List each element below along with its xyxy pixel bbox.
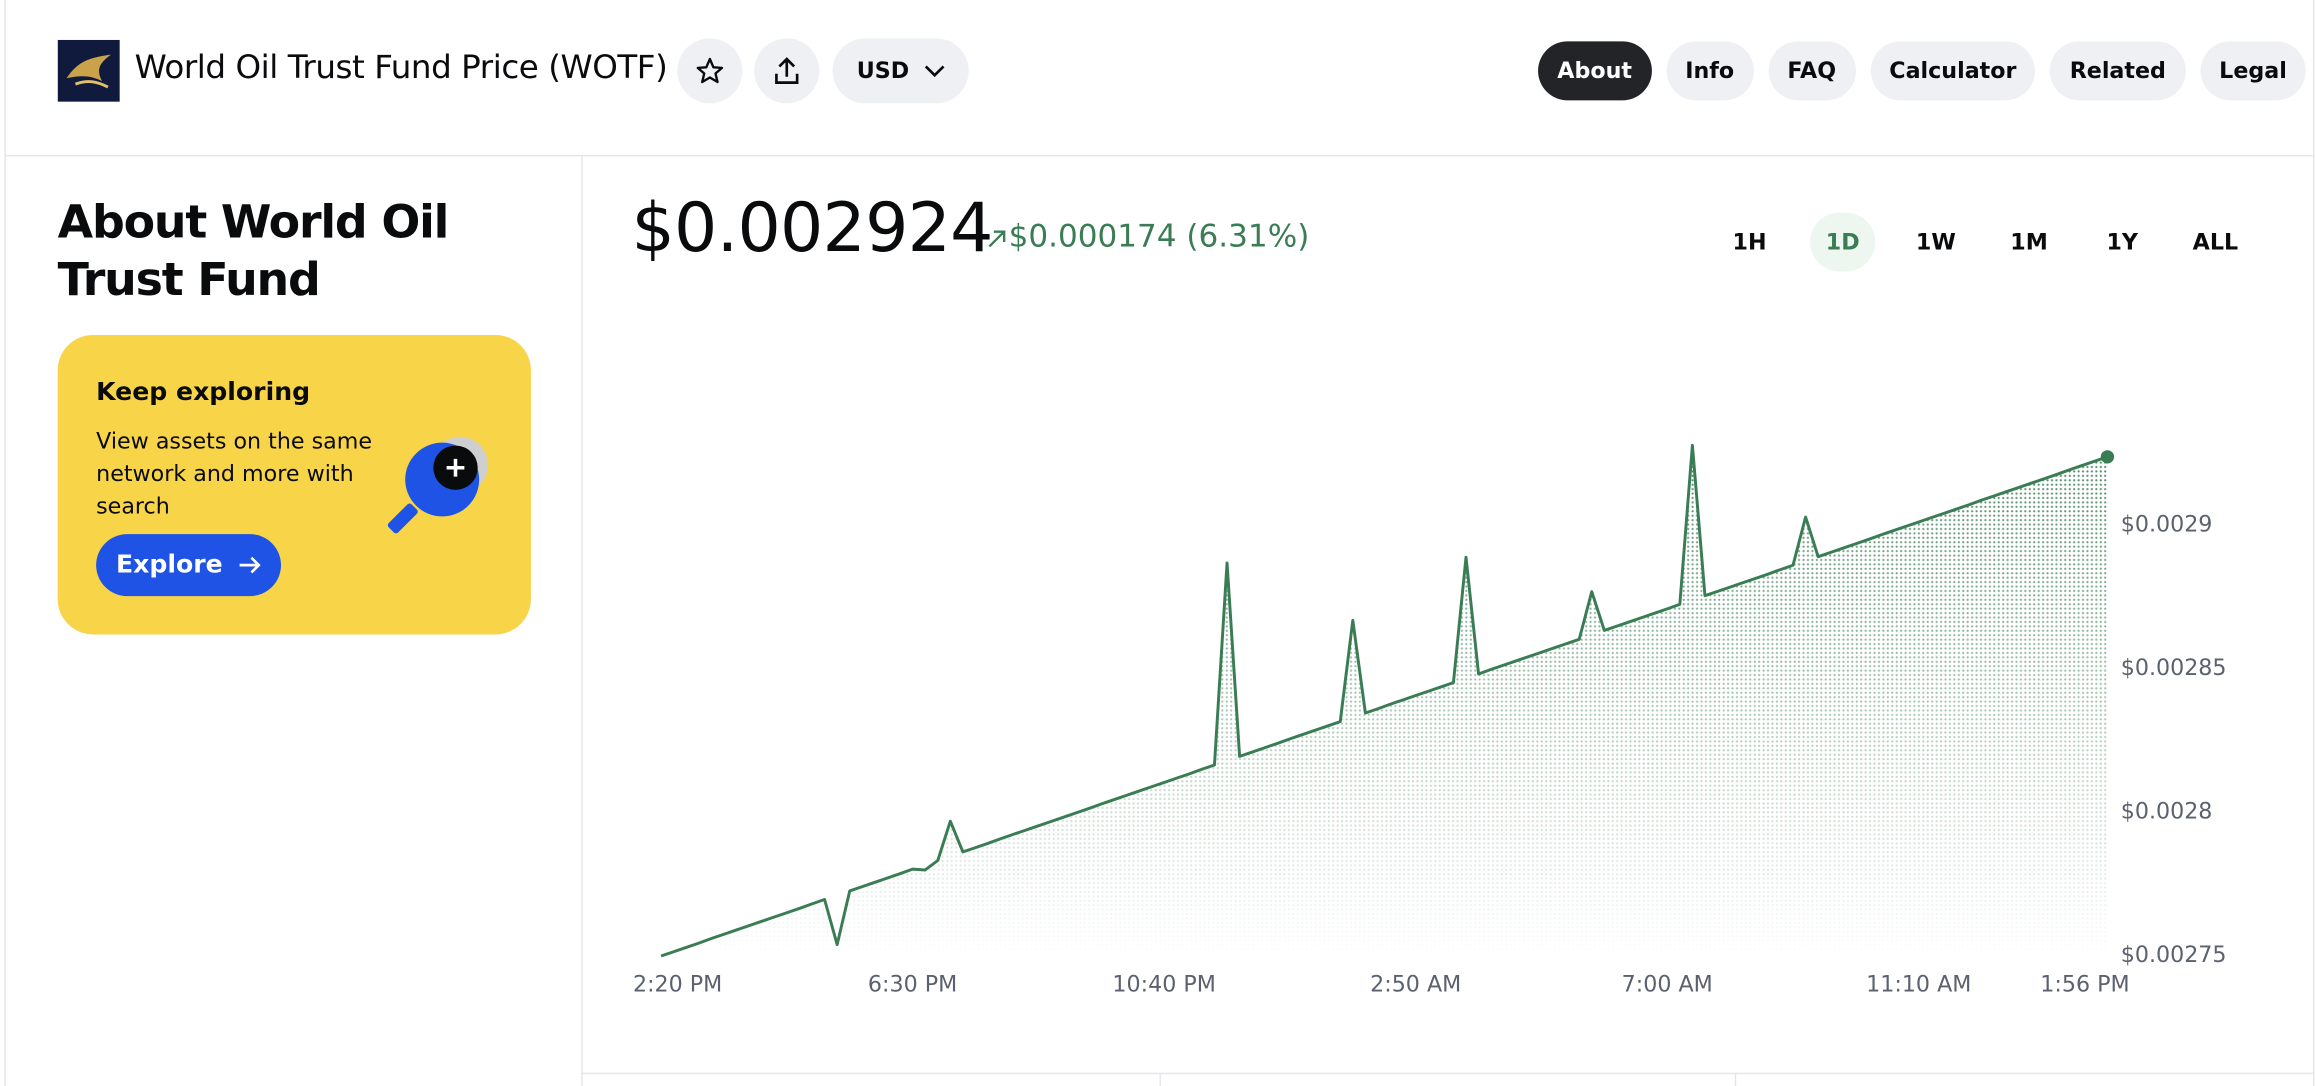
range-button[interactable]: 1H bbox=[1732, 228, 1767, 256]
about-heading: About World Oil Trust Fund bbox=[57, 196, 450, 307]
x-tick-label: 1:56 PM bbox=[2040, 972, 2129, 998]
price-line bbox=[660, 443, 2108, 958]
explore-label: Explore bbox=[115, 550, 223, 580]
search-illustration bbox=[387, 436, 489, 534]
nav-tab[interactable]: FAQ bbox=[1768, 41, 1856, 101]
currency-label: USD bbox=[856, 57, 910, 85]
x-tick-label: 7:00 AM bbox=[1622, 972, 1713, 998]
arrow-icon bbox=[238, 556, 261, 574]
y-tick-label: $0.00285 bbox=[2121, 655, 2227, 681]
share-button[interactable] bbox=[754, 38, 820, 104]
nav-tab[interactable]: Calculator bbox=[1870, 41, 2036, 101]
range-button[interactable]: 1D bbox=[1810, 212, 1876, 272]
share-icon bbox=[775, 57, 799, 84]
x-tick-label: 11:10 AM bbox=[1866, 972, 1971, 998]
y-tick-label: $0.0028 bbox=[2121, 799, 2213, 825]
explore-button[interactable]: Explore bbox=[96, 534, 281, 597]
x-tick-label: 10:40 PM bbox=[1112, 972, 1215, 998]
price-area bbox=[661, 445, 2108, 957]
section-nav: About Info FAQ Calculator Related Legal bbox=[1538, 41, 2307, 101]
bottom-divider bbox=[581, 1072, 2315, 1075]
card-text: View assets on the same network and more… bbox=[96, 427, 373, 520]
nav-tab[interactable]: Legal bbox=[2199, 41, 2307, 101]
price-change: $0.000174 (6.31%) bbox=[1008, 218, 1310, 254]
nav-tab[interactable]: About bbox=[1538, 41, 1652, 101]
range-button[interactable]: 1M bbox=[2010, 228, 2048, 256]
chevron-icon bbox=[924, 65, 945, 78]
frame-left bbox=[4, 0, 6, 1086]
x-tick-label: 6:30 PM bbox=[868, 972, 957, 998]
header-divider bbox=[4, 154, 2315, 157]
card-title: Keep exploring bbox=[96, 377, 311, 408]
star-icon bbox=[696, 57, 724, 84]
explore-card: Keep exploring View assets on the same n… bbox=[57, 334, 531, 635]
range-selector: 1H 1D 1W 1M 1Y ALL bbox=[1717, 212, 2248, 272]
last-point bbox=[2100, 450, 2115, 464]
favorite-button[interactable] bbox=[677, 38, 743, 104]
y-tick-label: $0.0029 bbox=[2121, 512, 2213, 538]
range-button[interactable]: 1Y bbox=[2106, 228, 2138, 256]
y-tick-label: $0.00275 bbox=[2121, 942, 2227, 968]
price-value: $0.002924 bbox=[631, 187, 993, 268]
sidebar-divider bbox=[581, 154, 583, 1086]
nav-tab[interactable]: Related bbox=[2050, 41, 2186, 101]
bottom-cell-divider bbox=[1734, 1072, 1737, 1086]
up-arrow-icon bbox=[988, 230, 1006, 248]
x-tick-label: 2:50 AM bbox=[1370, 972, 1461, 998]
frame-right bbox=[2312, 0, 2315, 1086]
x-tick-label: 2:20 PM bbox=[633, 972, 722, 998]
asset-logo bbox=[57, 39, 120, 102]
bottom-cell-divider bbox=[1159, 1072, 1161, 1086]
nav-tab[interactable]: Info bbox=[1666, 41, 1754, 101]
page-title: World Oil Trust Fund Price (WOTF) bbox=[134, 50, 668, 88]
range-button[interactable]: ALL bbox=[2192, 228, 2239, 256]
currency-select[interactable]: USD bbox=[832, 38, 969, 104]
range-button[interactable]: 1W bbox=[1915, 228, 1956, 256]
